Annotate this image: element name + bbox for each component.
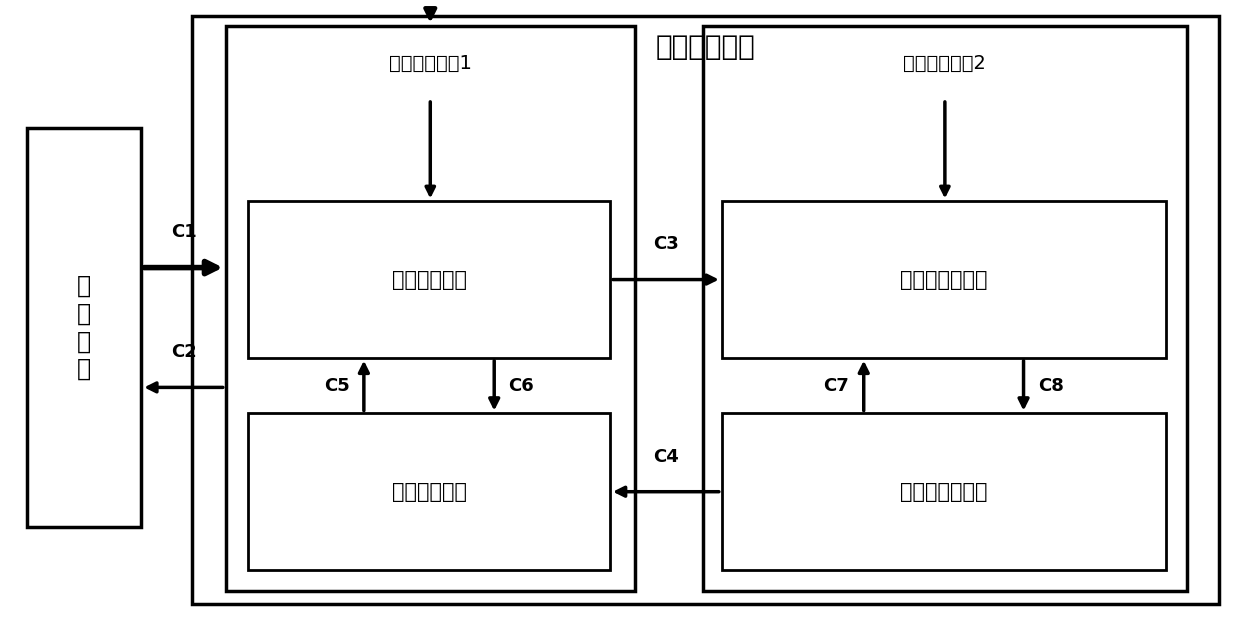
- Text: C5: C5: [324, 376, 350, 395]
- Bar: [722, 413, 1166, 570]
- Text: 峰値放电模式: 峰値放电模式: [392, 482, 466, 502]
- Text: 常
规
模
式: 常 规 模 式: [77, 273, 92, 381]
- Bar: [226, 26, 635, 591]
- Text: 等功率放电模式: 等功率放电模式: [900, 482, 987, 502]
- Text: 等功率充电模式: 等功率充电模式: [900, 270, 987, 289]
- Bar: [192, 16, 1219, 604]
- Text: 峰値充电模式: 峰値充电模式: [392, 270, 466, 289]
- Bar: [248, 413, 610, 570]
- Bar: [248, 201, 610, 358]
- Text: 快速暖机模式2: 快速暖机模式2: [904, 54, 986, 73]
- Text: C2: C2: [171, 343, 196, 361]
- Text: C7: C7: [823, 376, 849, 395]
- Text: C3: C3: [653, 235, 678, 254]
- Text: C4: C4: [653, 447, 678, 466]
- Bar: [722, 201, 1166, 358]
- Text: 快速暖机模式1: 快速暖机模式1: [389, 54, 471, 73]
- Bar: [27, 128, 141, 527]
- Text: 快速暖机模式: 快速暖机模式: [656, 33, 755, 61]
- Text: C8: C8: [1038, 376, 1064, 395]
- Text: C6: C6: [508, 376, 534, 395]
- Bar: [703, 26, 1187, 591]
- Text: C1: C1: [171, 224, 196, 242]
